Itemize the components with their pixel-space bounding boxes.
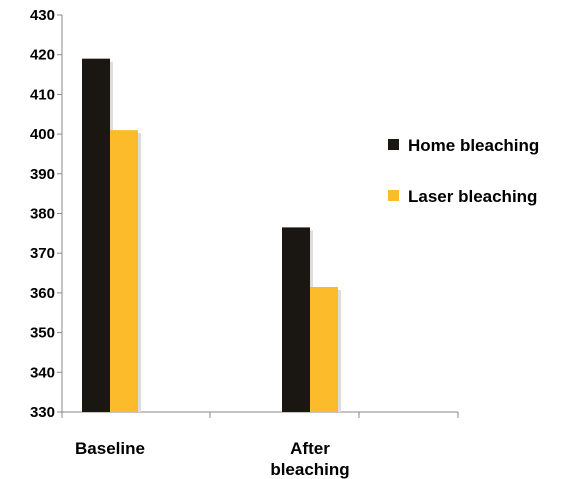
legend: Home bleaching Laser bleaching	[388, 136, 539, 206]
legend-swatch	[388, 190, 399, 201]
bars	[82, 58, 341, 413]
y-tick-label: 390	[30, 166, 55, 183]
y-tick-label: 340	[30, 364, 55, 381]
category-labels: Baseline After bleaching	[75, 439, 350, 479]
y-tick-label: 350	[30, 325, 55, 342]
bar	[282, 227, 310, 412]
x-category-label: After	[290, 439, 330, 458]
bar	[82, 58, 110, 413]
x-category-label: Baseline	[75, 439, 145, 458]
bar	[110, 130, 138, 412]
y-tick-labels: 330 340 350 360 370 380 390 400 410 420 430	[30, 7, 55, 421]
y-tick-label: 370	[30, 245, 55, 262]
bar	[310, 286, 338, 412]
y-tick-label: 380	[30, 206, 55, 223]
y-tick-label: 400	[30, 126, 55, 143]
x-category-label: bleaching	[270, 460, 349, 479]
legend-label: Home bleaching	[408, 136, 539, 155]
y-tick-label: 360	[30, 285, 55, 302]
y-tick-label: 410	[30, 86, 55, 103]
y-tick-label: 330	[30, 404, 55, 421]
legend-label: Laser bleaching	[408, 187, 537, 206]
y-tick-label: 420	[30, 47, 55, 64]
legend-swatch	[388, 139, 399, 150]
y-tick-label: 430	[30, 7, 55, 24]
